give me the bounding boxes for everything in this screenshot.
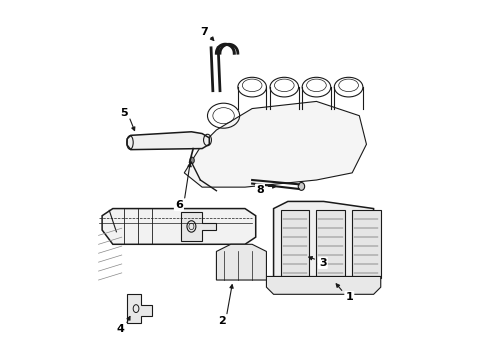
Text: 1: 1 xyxy=(345,292,353,302)
Text: 7: 7 xyxy=(200,27,208,37)
Text: 3: 3 xyxy=(319,258,327,268)
Bar xyxy=(281,210,309,278)
Ellipse shape xyxy=(190,157,194,163)
Text: 4: 4 xyxy=(117,324,124,334)
Polygon shape xyxy=(181,212,217,241)
Polygon shape xyxy=(184,102,367,187)
Text: 6: 6 xyxy=(175,200,183,210)
Polygon shape xyxy=(217,244,267,280)
Polygon shape xyxy=(273,202,373,287)
Text: 2: 2 xyxy=(219,316,226,326)
Bar xyxy=(317,210,345,278)
Polygon shape xyxy=(102,208,256,244)
Ellipse shape xyxy=(298,183,305,190)
Text: 5: 5 xyxy=(120,108,127,118)
Polygon shape xyxy=(127,132,209,150)
Polygon shape xyxy=(267,276,381,294)
Bar xyxy=(352,210,381,278)
Text: 8: 8 xyxy=(256,185,264,195)
Polygon shape xyxy=(127,294,152,323)
